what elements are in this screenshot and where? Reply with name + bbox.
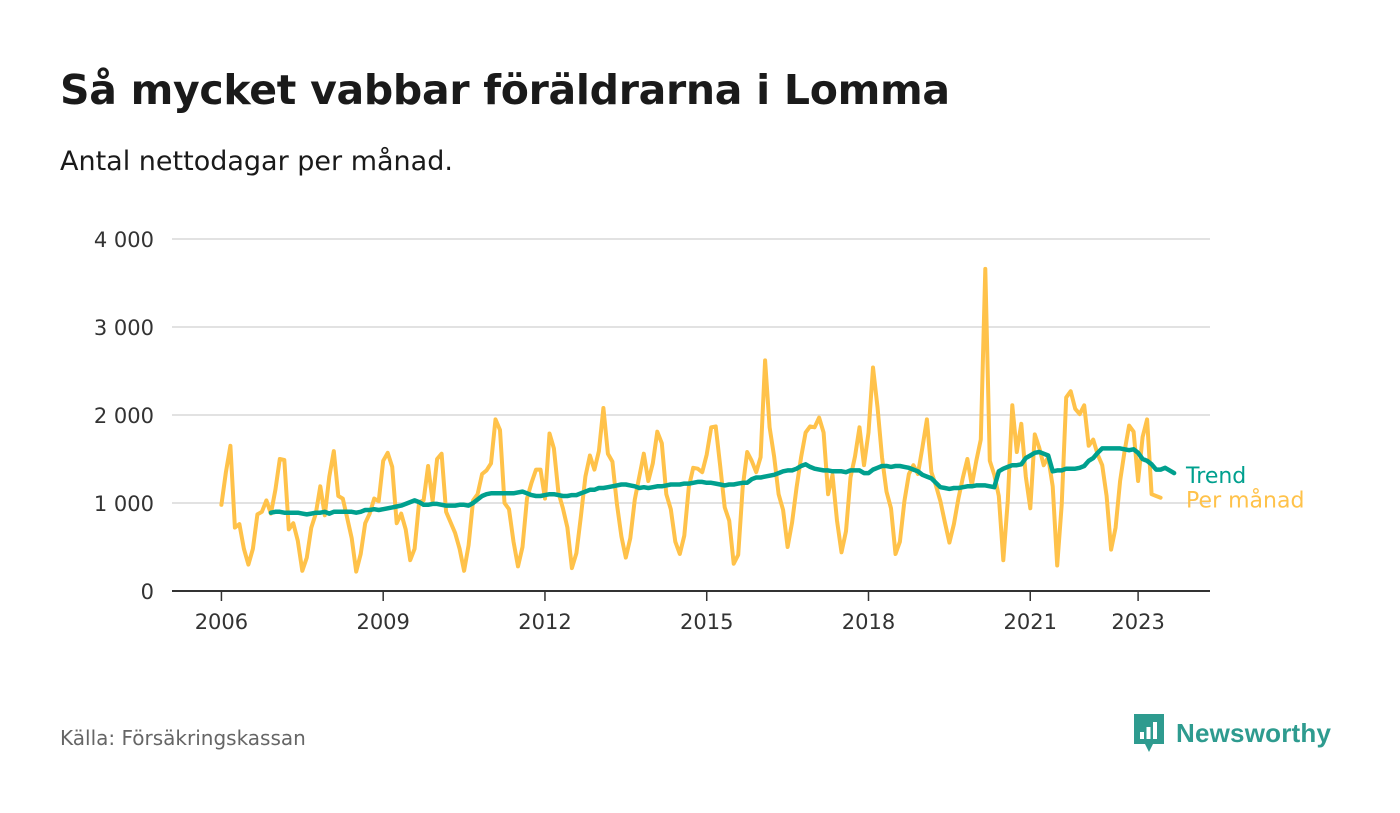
gridlines [172, 238, 1210, 504]
brand-name: Newsworthy [1176, 717, 1332, 748]
x-tick-label: 2023 [1111, 610, 1164, 634]
y-tick-label: 0 [141, 580, 154, 604]
y-tick-label: 3 000 [94, 316, 154, 340]
newsworthy-logo-icon [1134, 714, 1164, 752]
x-tick-label: 2012 [518, 610, 571, 634]
y-tick-label: 2 000 [94, 404, 154, 428]
x-tick-label: 2006 [195, 610, 248, 634]
x-tick-label: 2021 [1004, 610, 1057, 634]
series-lines [219, 266, 1177, 574]
monthly-series-label: Per månad [1186, 488, 1304, 514]
y-tick-label: 1 000 [94, 492, 154, 516]
x-tick-label: 2009 [356, 610, 409, 634]
trend-series-label: Trend [1185, 464, 1246, 489]
x-tick-label: 2018 [842, 610, 895, 634]
chart-title: Så mycket vabbar föräldrarna i Lomma [60, 66, 950, 114]
trend-series-line [268, 446, 1177, 517]
y-tick-label: 4 000 [94, 228, 154, 252]
source-note: Källa: Försäkringskassan [60, 726, 306, 750]
monthly-series-line [219, 266, 1163, 574]
newsworthy-logo[interactable]: Newsworthy [1132, 712, 1331, 754]
chart-subtitle: Antal nettodagar per månad. [60, 146, 453, 177]
axes: 0 1 000 2 000 3 000 4 000 2006 2009 2012 2015 201… [94, 228, 1210, 634]
x-tick-label: 2015 [680, 610, 733, 634]
